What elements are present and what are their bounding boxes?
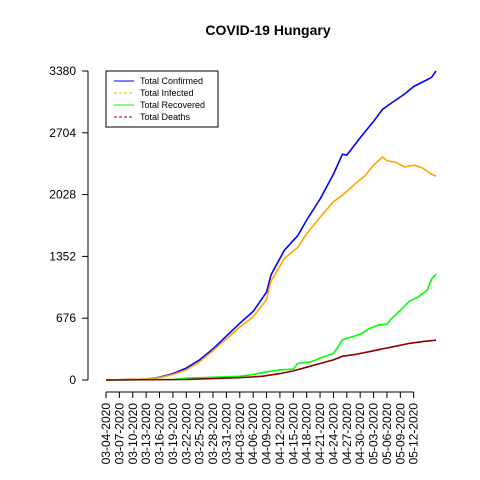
x-tick-label: 04-03-2020 bbox=[233, 403, 247, 465]
x-tick-label: 03-07-2020 bbox=[112, 403, 126, 465]
legend-label: Total Recovered bbox=[140, 100, 205, 110]
x-tick-label: 05-06-2020 bbox=[380, 403, 394, 465]
x-tick-label: 04-27-2020 bbox=[340, 403, 354, 465]
legend-label: Total Deaths bbox=[140, 112, 191, 122]
series-line-total-deaths bbox=[105, 339, 437, 381]
x-tick-label: 05-03-2020 bbox=[367, 403, 381, 465]
x-tick-label: 04-09-2020 bbox=[260, 403, 274, 465]
y-tick-label: 1352 bbox=[49, 249, 76, 263]
x-tick-label: 05-12-2020 bbox=[407, 403, 421, 465]
x-tick-label: 04-30-2020 bbox=[353, 403, 367, 465]
x-tick-label: 04-18-2020 bbox=[300, 403, 314, 465]
x-tick-label: 03-10-2020 bbox=[126, 403, 140, 465]
y-tick-label: 2028 bbox=[49, 188, 76, 202]
x-tick-label: 03-28-2020 bbox=[206, 403, 220, 465]
y-tick-label: 676 bbox=[56, 311, 76, 325]
x-tick-label: 03-25-2020 bbox=[193, 403, 207, 465]
legend-box bbox=[105, 70, 219, 128]
x-tick-label: 03-04-2020 bbox=[99, 403, 113, 465]
x-tick-label: 04-21-2020 bbox=[313, 403, 327, 465]
x-tick-label: 05-09-2020 bbox=[393, 403, 407, 465]
y-tick-label: 2704 bbox=[49, 126, 76, 140]
series-line-total-recovered bbox=[105, 273, 437, 381]
series-lines bbox=[105, 70, 437, 381]
x-tick-label: 03-16-2020 bbox=[153, 403, 167, 465]
x-tick-label: 03-13-2020 bbox=[139, 403, 153, 465]
x-axis: 03-04-2020 03-07-2020 03-10-2020 03-13-2020… bbox=[99, 391, 421, 465]
chart-title: COVID-19 Hungary bbox=[205, 22, 330, 38]
x-tick-label: 03-31-2020 bbox=[219, 403, 233, 465]
legend-label: Total Confirmed bbox=[140, 76, 203, 86]
y-tick-label: 3380 bbox=[49, 64, 76, 78]
x-tick-label: 04-12-2020 bbox=[273, 403, 287, 465]
legend-label: Total Infected bbox=[140, 88, 194, 98]
y-tick-label: 0 bbox=[69, 373, 76, 387]
x-tick-label: 04-15-2020 bbox=[286, 403, 300, 465]
x-tick-label: 04-24-2020 bbox=[326, 403, 340, 465]
x-tick-label: 03-19-2020 bbox=[166, 403, 180, 465]
y-axis: 0 676 1352 2028 2704 3380 bbox=[49, 64, 89, 387]
x-tick-label: 03-22-2020 bbox=[179, 403, 193, 465]
series-line-total-infected bbox=[105, 156, 437, 381]
x-tick-label: 04-06-2020 bbox=[246, 403, 260, 465]
series-line-total-confirmed bbox=[105, 70, 437, 381]
legend: Total Confirmed Total Infected Total Recov… bbox=[105, 70, 219, 128]
